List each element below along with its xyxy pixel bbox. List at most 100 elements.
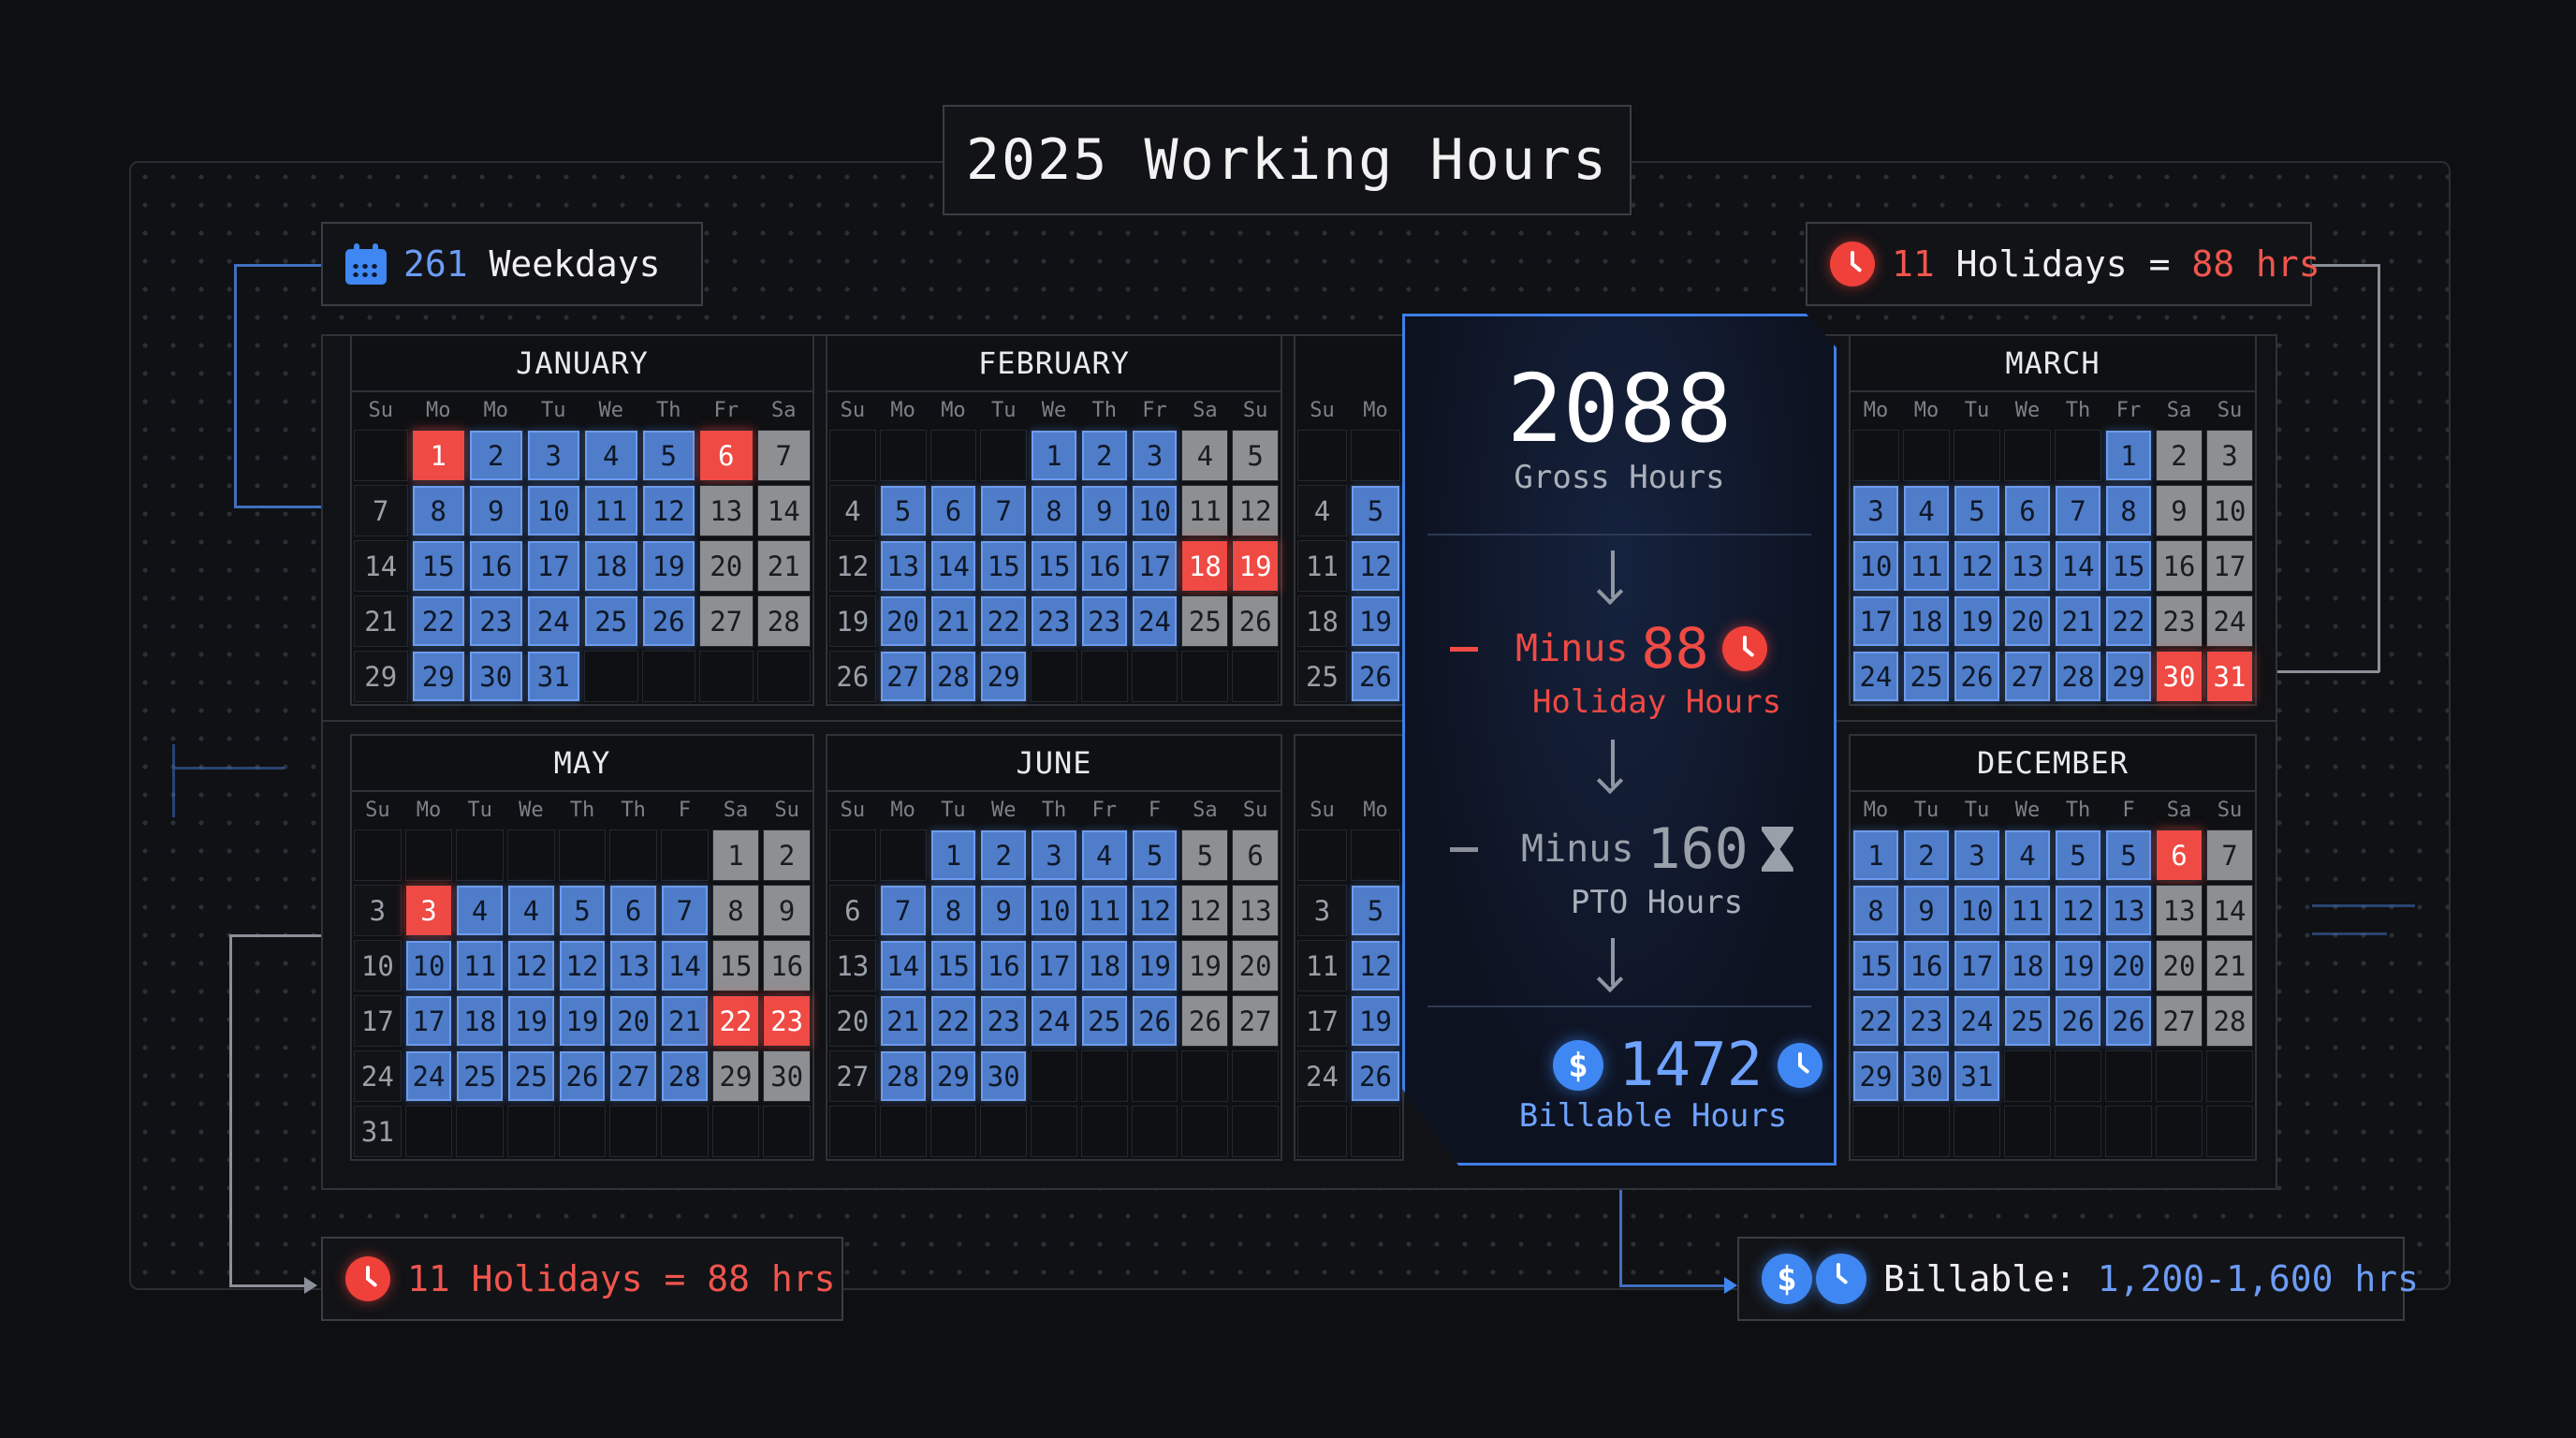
weekend-day-cell[interactable]: 24 [2206,595,2253,647]
workday-cell[interactable]: 12 [641,485,695,536]
holiday-day-cell[interactable]: 23 [763,995,811,1047]
weekend-day-cell[interactable]: 5 [1232,430,1279,481]
workday-cell[interactable]: 26 [1351,651,1400,702]
workday-cell[interactable]: 17 [1852,595,1899,647]
workday-cell[interactable]: 15 [980,540,1028,592]
workday-cell[interactable]: 15 [2105,540,2152,592]
workday-cell[interactable]: 18 [584,540,638,592]
workday-cell[interactable]: 25 [1903,651,1950,702]
workday-cell[interactable]: 10 [1954,885,2000,936]
workday-cell[interactable]: 17 [404,995,453,1047]
workday-cell[interactable]: 22 [980,595,1028,647]
day-cell[interactable]: 20 [829,995,876,1047]
day-cell[interactable]: 4 [829,485,876,536]
weekend-day-cell[interactable]: 14 [756,485,811,536]
workday-cell[interactable]: 7 [980,485,1028,536]
weekend-day-cell[interactable]: 9 [2156,485,2203,536]
workday-cell[interactable]: 10 [1131,485,1178,536]
workday-cell[interactable]: 19 [1954,595,2000,647]
workday-cell[interactable]: 22 [411,595,465,647]
workday-cell[interactable]: 25 [2004,995,2051,1047]
workday-cell[interactable]: 5 [1351,485,1400,536]
holiday-day-cell[interactable]: 30 [2156,651,2203,702]
workday-cell[interactable]: 2 [469,430,523,481]
workday-cell[interactable]: 14 [661,940,709,991]
workday-cell[interactable]: 27 [879,651,927,702]
workday-cell[interactable]: 11 [456,940,504,991]
workday-cell[interactable]: 24 [1031,995,1077,1047]
workday-cell[interactable]: 29 [980,651,1028,702]
day-cell[interactable]: 12 [829,540,876,592]
weekend-day-cell[interactable]: 26 [1181,995,1229,1047]
day-cell[interactable]: 17 [1297,995,1347,1047]
workday-cell[interactable]: 12 [1351,540,1400,592]
day-cell[interactable]: 26 [829,651,876,702]
workday-cell[interactable]: 17 [1954,940,2000,991]
workday-cell[interactable]: 26 [1131,995,1178,1047]
holiday-day-cell[interactable]: 18 [1181,540,1229,592]
workday-cell[interactable]: 15 [929,940,977,991]
weekend-day-cell[interactable]: 16 [2156,540,2203,592]
workday-cell[interactable]: 21 [879,995,927,1047]
weekend-day-cell[interactable]: 16 [763,940,811,991]
workday-cell[interactable]: 11 [2004,885,2051,936]
workday-cell[interactable]: 5 [2055,829,2101,881]
workday-cell[interactable]: 25 [1080,995,1128,1047]
workday-cell[interactable]: 9 [469,485,523,536]
workday-cell[interactable]: 4 [1080,829,1128,881]
workday-cell[interactable]: 22 [1852,995,1899,1047]
day-cell[interactable]: 10 [354,940,402,991]
weekend-day-cell[interactable]: 13 [1232,885,1279,936]
workday-cell[interactable]: 19 [2055,940,2101,991]
workday-cell[interactable]: 25 [456,1050,504,1102]
workday-cell[interactable]: 22 [2105,595,2152,647]
weekend-day-cell[interactable]: 15 [711,940,760,991]
workday-cell[interactable]: 3 [526,430,580,481]
workday-cell[interactable]: 28 [661,1050,709,1102]
workday-cell[interactable]: 29 [411,651,465,702]
workday-cell[interactable]: 5 [558,885,607,936]
day-cell[interactable]: 18 [1297,595,1347,647]
workday-cell[interactable]: 20 [2004,595,2051,647]
workday-cell[interactable]: 4 [1903,485,1950,536]
workday-cell[interactable]: 4 [456,885,504,936]
day-cell[interactable]: 19 [829,595,876,647]
workday-cell[interactable]: 24 [1852,651,1899,702]
weekend-day-cell[interactable]: 14 [2206,885,2253,936]
workday-cell[interactable]: 24 [526,595,580,647]
day-cell[interactable]: 24 [1297,1050,1347,1102]
workday-cell[interactable]: 16 [980,940,1028,991]
workday-cell[interactable]: 21 [2055,595,2101,647]
workday-cell[interactable]: 27 [2004,651,2051,702]
day-cell[interactable]: 6 [829,885,876,936]
workday-cell[interactable]: 8 [1031,485,1077,536]
workday-cell[interactable]: 27 [609,1050,657,1102]
workday-cell[interactable]: 5 [1131,829,1178,881]
workday-cell[interactable]: 24 [1131,595,1178,647]
workday-cell[interactable]: 26 [2105,995,2152,1047]
weekend-day-cell[interactable]: 26 [1232,595,1279,647]
weekend-day-cell[interactable]: 12 [1181,885,1229,936]
workday-cell[interactable]: 17 [526,540,580,592]
workday-cell[interactable]: 10 [526,485,580,536]
workday-cell[interactable]: 8 [1852,885,1899,936]
workday-cell[interactable]: 31 [1954,1050,2000,1102]
workday-cell[interactable]: 15 [1031,540,1077,592]
workday-cell[interactable]: 8 [411,485,465,536]
workday-cell[interactable]: 24 [404,1050,453,1102]
day-cell[interactable]: 29 [354,651,408,702]
workday-cell[interactable]: 12 [1131,885,1178,936]
workday-cell[interactable]: 19 [507,995,555,1047]
workday-cell[interactable]: 5 [1954,485,2000,536]
workday-cell[interactable]: 24 [1954,995,2000,1047]
workday-cell[interactable]: 19 [1351,595,1400,647]
workday-cell[interactable]: 26 [558,1050,607,1102]
workday-cell[interactable]: 23 [980,995,1028,1047]
workday-cell[interactable]: 7 [2055,485,2101,536]
day-cell[interactable]: 3 [354,885,402,936]
workday-cell[interactable]: 26 [641,595,695,647]
workday-cell[interactable]: 10 [404,940,453,991]
workday-cell[interactable]: 30 [1903,1050,1950,1102]
weekend-day-cell[interactable]: 19 [1181,940,1229,991]
weekend-day-cell[interactable]: 23 [2156,595,2203,647]
